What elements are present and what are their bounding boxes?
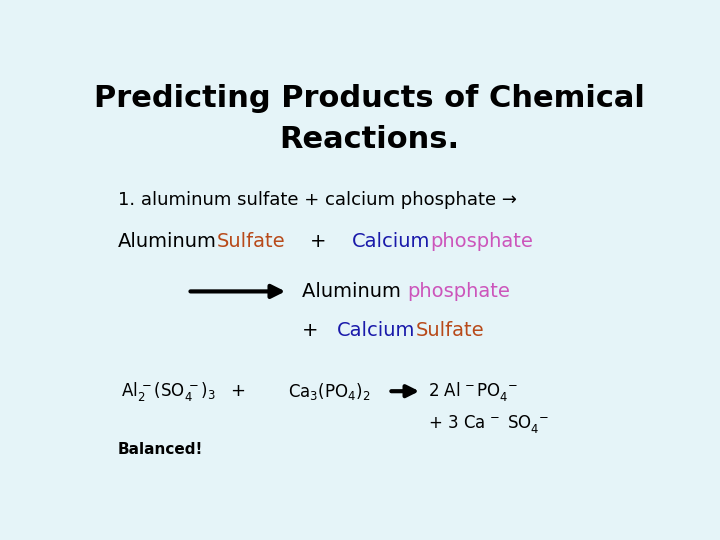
Text: Sulfate: Sulfate xyxy=(415,321,485,340)
Text: phosphate: phosphate xyxy=(431,232,533,251)
Text: Calcium: Calcium xyxy=(337,321,415,340)
Text: Reactions.: Reactions. xyxy=(279,125,459,154)
Text: 2 Al$^{\,-}$PO$_4^{\;\,-}$: 2 Al$^{\,-}$PO$_4^{\;\,-}$ xyxy=(428,380,518,403)
Text: Calcium: Calcium xyxy=(352,232,431,251)
Text: +: + xyxy=(285,232,352,251)
Text: Ca$_3$(PO$_4$)$_2$: Ca$_3$(PO$_4$)$_2$ xyxy=(288,381,371,402)
Text: Sulfate: Sulfate xyxy=(217,232,285,251)
Text: Aluminum: Aluminum xyxy=(118,232,217,251)
Text: phosphate: phosphate xyxy=(408,282,510,301)
Text: +: + xyxy=(230,382,246,400)
Text: Al$_2^{\,-}$(SO$_4^{\,-}$)$_3$: Al$_2^{\,-}$(SO$_4^{\,-}$)$_3$ xyxy=(121,380,216,403)
Text: 1. aluminum sulfate + calcium phosphate →: 1. aluminum sulfate + calcium phosphate … xyxy=(118,191,517,209)
Text: +: + xyxy=(302,321,337,340)
Text: + 3 Ca$^{\,-}$ SO$_4^{\;\,-}$: + 3 Ca$^{\,-}$ SO$_4^{\;\,-}$ xyxy=(428,414,548,435)
Text: Aluminum: Aluminum xyxy=(302,282,408,301)
Text: Balanced!: Balanced! xyxy=(118,442,203,457)
Text: Predicting Products of Chemical: Predicting Products of Chemical xyxy=(94,84,644,112)
